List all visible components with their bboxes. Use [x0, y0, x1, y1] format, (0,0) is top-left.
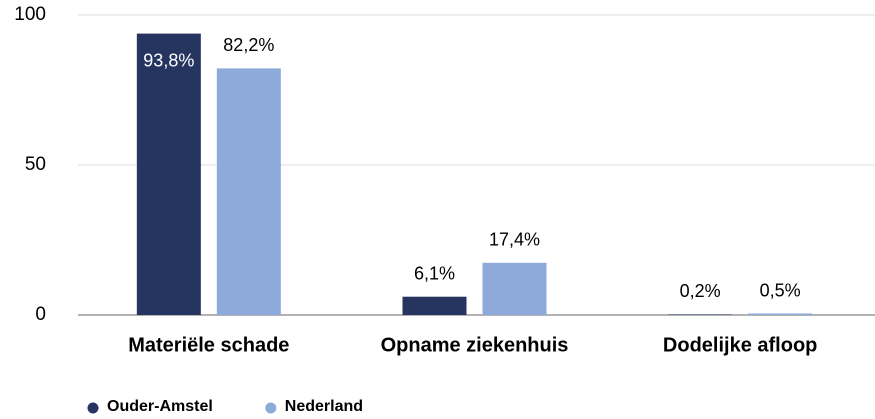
legend-marker [87, 402, 99, 414]
x-tick-label: Dodelijke afloop [663, 334, 817, 356]
legend-marker [265, 402, 277, 414]
bar [482, 262, 547, 315]
legend-label: Ouder-Amstel [107, 398, 213, 415]
x-tick-label: Materiële schade [128, 334, 289, 356]
y-tick-label: 100 [14, 4, 46, 25]
legend-label: Nederland [285, 398, 363, 415]
x-tick-label: Opname ziekenhuis [381, 334, 569, 356]
value-label: 0,5% [760, 280, 801, 300]
value-label: 6,1% [414, 263, 455, 283]
bar [748, 313, 813, 315]
bar [402, 296, 467, 315]
bar [668, 314, 733, 315]
value-label: 93,8% [143, 50, 194, 70]
bar [216, 68, 281, 316]
value-label: 82,2% [223, 35, 274, 55]
value-label: 17,4% [489, 230, 540, 250]
value-label: 0,2% [680, 281, 721, 301]
y-tick-label: 50 [25, 154, 46, 175]
y-tick-label: 0 [35, 304, 46, 325]
bar [136, 33, 201, 315]
